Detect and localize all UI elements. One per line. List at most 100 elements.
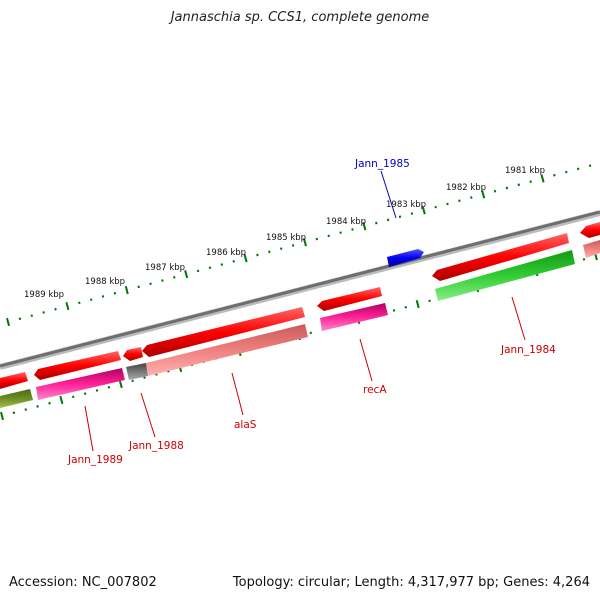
minor-tick <box>582 258 586 261</box>
cds-alas-salmon[interactable] <box>146 324 308 376</box>
kbp-label-1984: 1984 kbp <box>326 217 366 227</box>
major-tick <box>243 254 248 263</box>
cds-red-far-left[interactable] <box>0 372 28 389</box>
minor-tick <box>72 395 75 399</box>
minor-tick <box>18 317 22 321</box>
cds-jann-1984-red[interactable] <box>432 233 569 281</box>
kbp-label-1986: 1986 kbp <box>206 248 246 258</box>
minor-tick <box>529 180 532 183</box>
leader-jann-1989 <box>84 405 94 452</box>
minor-tick <box>95 389 99 392</box>
minor-tick <box>588 164 592 167</box>
cds-jann-1989-red[interactable] <box>34 351 121 380</box>
map-title: Jannaschia sp. CCS1, complete genome <box>170 10 430 25</box>
major-tick <box>59 395 64 405</box>
kbp-label-1982: 1982 kbp <box>446 183 486 193</box>
minor-tick <box>392 309 396 312</box>
minor-tick <box>143 376 146 379</box>
minor-tick <box>173 276 176 279</box>
cds-jann-1989-magenta[interactable] <box>36 368 125 400</box>
major-tick <box>302 238 307 247</box>
feature-jann-1985[interactable] <box>387 249 424 267</box>
major-tick <box>481 190 486 199</box>
cds-small-red[interactable] <box>123 347 143 361</box>
major-tick <box>362 222 367 231</box>
cds-reca-magenta[interactable] <box>320 303 388 331</box>
cds-red-far-right[interactable] <box>580 222 600 238</box>
major-tick <box>65 301 70 311</box>
minor-tick <box>279 247 283 250</box>
minor-tick <box>315 237 319 241</box>
minor-tick <box>565 170 568 174</box>
cds-alas-red[interactable] <box>142 307 305 357</box>
minor-tick <box>309 331 313 335</box>
cds-olive[interactable] <box>0 389 33 408</box>
major-tick <box>118 379 123 389</box>
minor-tick <box>553 173 556 177</box>
leader-reca <box>359 338 373 382</box>
kbp-label-1981: 1981 kbp <box>505 166 545 176</box>
minor-tick <box>196 269 200 273</box>
gene-label-jann-1989[interactable]: Jann_1989 <box>67 454 123 466</box>
leader-jann-1984 <box>511 296 526 341</box>
minor-tick <box>54 307 57 311</box>
kbp-label-1989: 1989 kbp <box>24 290 64 300</box>
minor-tick <box>24 408 27 411</box>
major-tick <box>0 411 4 421</box>
kbp-label-1983: 1983 kbp <box>386 200 426 210</box>
cds-gray[interactable] <box>126 363 148 380</box>
major-tick <box>6 317 10 327</box>
cds-salmon-far-right[interactable] <box>583 240 600 258</box>
minor-tick <box>351 228 354 231</box>
minor-tick <box>505 186 509 190</box>
major-tick <box>540 174 545 183</box>
minor-tick <box>232 260 235 263</box>
minor-tick <box>107 385 111 389</box>
minor-tick <box>149 282 152 286</box>
kbp-label-1987: 1987 kbp <box>145 263 185 273</box>
minor-tick <box>78 301 81 305</box>
cds-jann-1984-green[interactable] <box>435 250 575 301</box>
minor-tick <box>83 392 87 395</box>
outer-kbp-ticks <box>6 164 592 327</box>
gene-label-jann-1988[interactable]: Jann_1988 <box>128 440 184 452</box>
minor-tick <box>256 253 259 257</box>
kbp-label-1985: 1985 kbp <box>266 233 306 243</box>
minor-tick <box>434 205 437 209</box>
topology-summary: Topology: circular; Length: 4,317,977 bp… <box>232 575 590 590</box>
minor-tick <box>375 221 378 225</box>
minor-tick <box>30 314 33 317</box>
minor-tick <box>36 405 39 408</box>
minor-tick <box>131 379 134 383</box>
minor-tick <box>428 299 431 303</box>
major-tick <box>184 270 189 279</box>
minor-tick <box>410 212 414 215</box>
accession-text: Accession: NC_007802 <box>9 575 157 590</box>
minor-tick <box>493 189 497 193</box>
minor-tick <box>161 279 164 282</box>
gene-label-reca[interactable]: recA <box>363 384 387 396</box>
minor-tick <box>398 215 402 219</box>
minor-tick <box>517 183 521 187</box>
minor-tick <box>113 291 117 295</box>
minor-tick <box>291 244 295 247</box>
minor-tick <box>101 295 105 298</box>
major-tick <box>124 285 129 295</box>
minor-tick <box>386 218 390 222</box>
gene-label-alas[interactable]: alaS <box>234 419 257 431</box>
minor-tick <box>220 263 224 266</box>
gene-label-jann-1985[interactable]: Jann_1985 <box>354 158 410 170</box>
minor-tick <box>446 202 449 206</box>
minor-tick <box>42 311 45 314</box>
cds-reca-red[interactable] <box>317 287 382 311</box>
minor-tick <box>268 250 271 254</box>
minor-tick <box>137 285 140 289</box>
minor-tick <box>208 266 212 270</box>
genome-backbone-core <box>0 210 600 368</box>
minor-tick <box>48 401 51 405</box>
minor-tick <box>89 298 93 301</box>
gene-label-jann-1984[interactable]: Jann_1984 <box>500 344 556 356</box>
minor-tick <box>576 167 580 171</box>
